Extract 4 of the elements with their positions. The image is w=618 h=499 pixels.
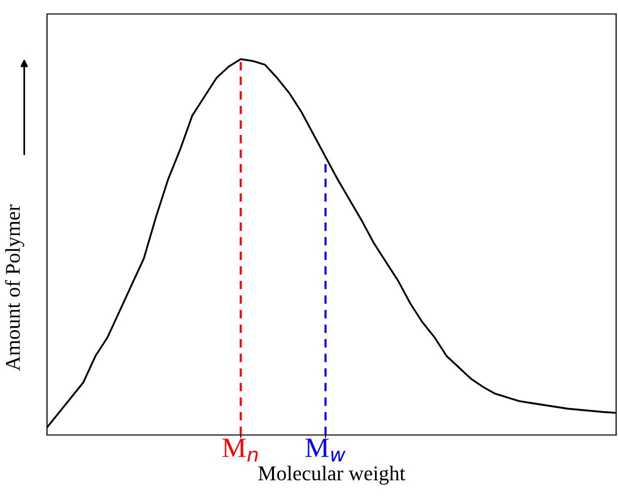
x-tick-label: M$_{w}$: [305, 438, 346, 462]
x-tick-label: M$_{n}$: [222, 438, 258, 462]
x-axis-title: Molecular weight: [258, 466, 406, 485]
y-axis-title: Amount of Polymer: [5, 204, 24, 371]
